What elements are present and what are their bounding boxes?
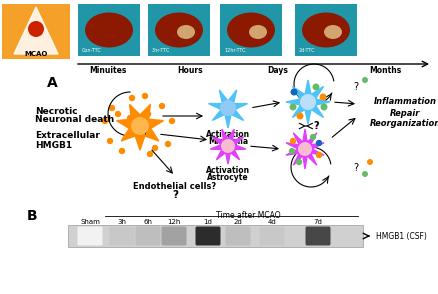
Text: Neuronal death: Neuronal death <box>35 116 114 124</box>
Text: 7d: 7d <box>314 219 322 225</box>
Text: Inflammation: Inflammation <box>374 98 437 106</box>
Text: Days: Days <box>268 66 289 75</box>
Circle shape <box>129 95 135 101</box>
Circle shape <box>119 148 125 154</box>
Circle shape <box>169 118 175 124</box>
FancyBboxPatch shape <box>68 225 363 247</box>
Text: 2d: 2d <box>233 219 242 225</box>
Polygon shape <box>14 7 58 54</box>
Circle shape <box>297 113 304 119</box>
Circle shape <box>109 105 115 111</box>
Circle shape <box>102 118 108 124</box>
Text: Activation: Activation <box>206 130 250 139</box>
Circle shape <box>316 152 322 158</box>
Text: Hours: Hours <box>177 66 203 75</box>
Circle shape <box>316 140 322 146</box>
Circle shape <box>159 103 165 109</box>
FancyBboxPatch shape <box>162 226 187 245</box>
Text: 3hr-TTC: 3hr-TTC <box>152 48 170 53</box>
Circle shape <box>145 111 151 117</box>
Polygon shape <box>117 104 163 150</box>
Circle shape <box>362 77 368 83</box>
Text: Reorganization: Reorganization <box>369 119 438 128</box>
Text: ?: ? <box>353 163 359 173</box>
Circle shape <box>298 142 312 156</box>
Ellipse shape <box>177 25 195 39</box>
Ellipse shape <box>85 13 133 48</box>
Text: Con-TTC: Con-TTC <box>82 48 102 53</box>
Circle shape <box>165 141 171 147</box>
Polygon shape <box>286 129 324 169</box>
Ellipse shape <box>324 25 342 39</box>
Text: Minuites: Minuites <box>89 66 127 75</box>
FancyBboxPatch shape <box>2 4 70 59</box>
Text: Time after MCAO: Time after MCAO <box>215 211 280 220</box>
Circle shape <box>221 139 235 153</box>
Text: Activation: Activation <box>206 166 250 175</box>
Text: Microglia: Microglia <box>208 137 248 146</box>
Circle shape <box>312 83 319 91</box>
FancyBboxPatch shape <box>305 226 331 245</box>
Text: 2d-TTC: 2d-TTC <box>299 48 315 53</box>
Circle shape <box>142 93 148 99</box>
Ellipse shape <box>155 13 203 48</box>
Text: ?: ? <box>172 190 178 200</box>
FancyBboxPatch shape <box>220 4 282 56</box>
Circle shape <box>220 100 236 116</box>
FancyBboxPatch shape <box>226 226 251 245</box>
Text: Endothelial cells?: Endothelial cells? <box>134 182 216 191</box>
FancyBboxPatch shape <box>295 4 357 56</box>
FancyBboxPatch shape <box>135 226 160 245</box>
Text: 6h: 6h <box>144 219 152 225</box>
Text: A: A <box>46 76 57 90</box>
Circle shape <box>321 103 328 111</box>
Ellipse shape <box>249 25 267 39</box>
Circle shape <box>147 151 153 157</box>
FancyBboxPatch shape <box>259 226 285 245</box>
Circle shape <box>367 159 373 165</box>
Circle shape <box>290 88 297 96</box>
Polygon shape <box>286 80 330 124</box>
Text: 12hr-TTC: 12hr-TTC <box>224 48 246 53</box>
Circle shape <box>107 138 113 144</box>
Circle shape <box>28 21 44 37</box>
Text: B: B <box>27 209 37 223</box>
Text: 12h: 12h <box>167 219 181 225</box>
Text: ?: ? <box>353 82 359 92</box>
Circle shape <box>300 94 316 110</box>
Circle shape <box>152 145 158 151</box>
Circle shape <box>131 117 149 135</box>
Text: HMGB1 (CSF): HMGB1 (CSF) <box>376 231 427 240</box>
Ellipse shape <box>227 13 275 48</box>
FancyBboxPatch shape <box>78 4 140 56</box>
Text: MCAO: MCAO <box>25 51 48 57</box>
Text: Repair: Repair <box>390 108 420 118</box>
Polygon shape <box>210 129 246 164</box>
Text: Astrocyte: Astrocyte <box>207 173 249 182</box>
Text: Months: Months <box>369 66 401 75</box>
Circle shape <box>290 138 296 144</box>
Polygon shape <box>208 90 247 128</box>
Text: Extracellular: Extracellular <box>35 131 100 141</box>
Text: 3h: 3h <box>117 219 127 225</box>
Text: Sham: Sham <box>80 219 100 225</box>
Circle shape <box>362 171 368 177</box>
Circle shape <box>127 115 133 121</box>
FancyBboxPatch shape <box>78 226 102 245</box>
Text: 1d: 1d <box>204 219 212 225</box>
Circle shape <box>310 134 316 140</box>
Text: ?: ? <box>313 121 318 131</box>
Text: 4d: 4d <box>268 219 276 225</box>
Text: Necrotic: Necrotic <box>35 106 78 116</box>
Text: HMGB1: HMGB1 <box>35 141 72 150</box>
Circle shape <box>289 148 295 154</box>
FancyBboxPatch shape <box>148 4 210 56</box>
Circle shape <box>115 111 121 117</box>
FancyBboxPatch shape <box>110 226 134 245</box>
Circle shape <box>319 93 326 101</box>
Ellipse shape <box>302 13 350 48</box>
Circle shape <box>296 159 302 165</box>
Circle shape <box>290 103 297 111</box>
FancyBboxPatch shape <box>195 226 220 245</box>
